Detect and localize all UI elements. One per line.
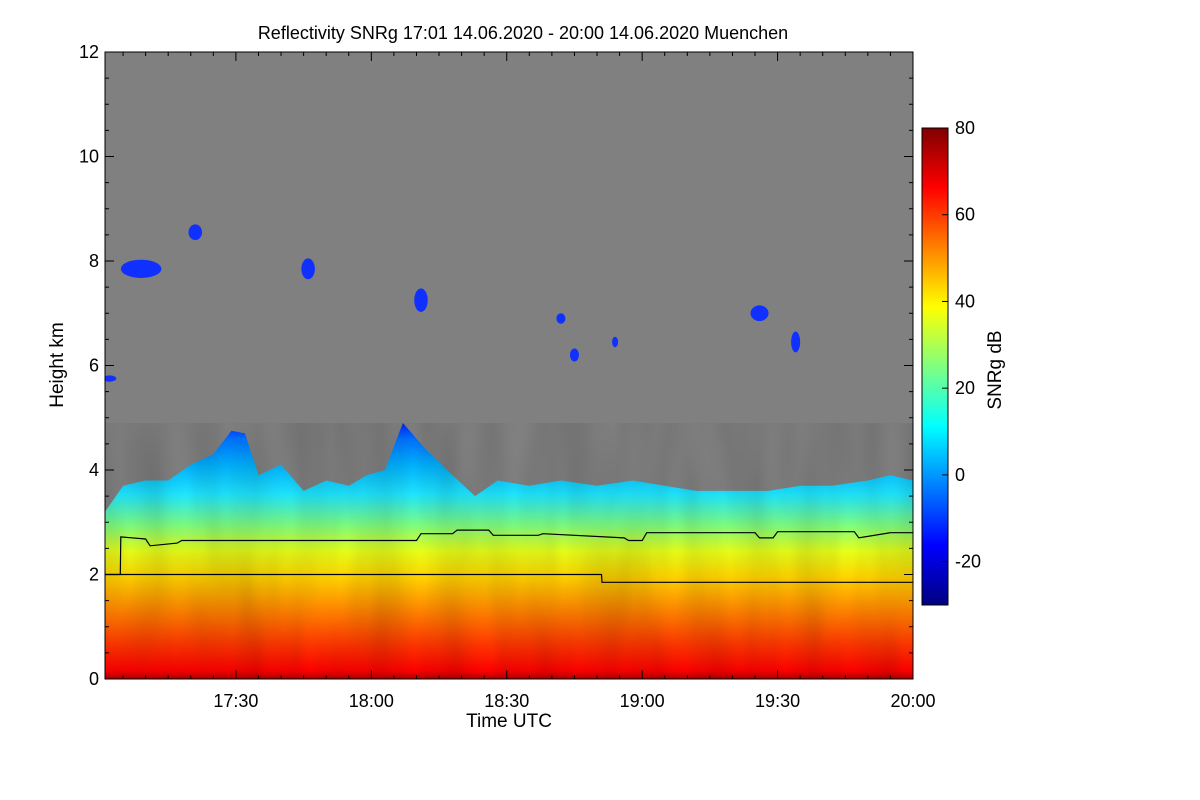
x-axis: 17:30 18:00 18:30 19:00 19:30 20:00: [122, 52, 936, 711]
series-line: [105, 573, 913, 583]
x-tick-label: 18:00: [349, 691, 394, 711]
cloud-patches: [105, 224, 801, 382]
signal-texture: [105, 423, 913, 679]
y-tick-label: 6: [89, 356, 99, 376]
colorbar-tick-label: 20: [955, 378, 975, 398]
cloud-patch: [791, 331, 801, 353]
colorbar-scale: [921, 127, 949, 606]
x-tick-label: 18:30: [484, 691, 529, 711]
colorbar-tick-label: -20: [955, 552, 981, 572]
series-line: [105, 529, 913, 576]
y-axis-title: Height km: [47, 322, 68, 408]
colorbar-tick-label: 40: [955, 291, 975, 311]
y-axis: 0 2 4 6 8 10 12: [79, 42, 913, 689]
colorbar: -20 0 20 40 60 80 SNRg dB: [921, 118, 1006, 606]
colorbar-tick-label: 0: [955, 465, 965, 485]
x-tick-label: 19:00: [620, 691, 665, 711]
chart-title: Reflectivity SNRg 17:01 14.06.2020 - 20:…: [258, 23, 788, 43]
cloud-patch: [120, 259, 162, 278]
x-tick-label: 17:30: [213, 691, 258, 711]
y-tick-label: 8: [89, 251, 99, 271]
cloud-patch: [188, 224, 203, 241]
cloud-patch: [750, 305, 769, 322]
colorbar-ticks: -20 0 20 40 60 80: [942, 118, 981, 572]
x-tick-label: 20:00: [890, 691, 935, 711]
x-tick-label: 19:30: [755, 691, 800, 711]
x-axis-title: Time UTC: [466, 711, 552, 732]
cloud-patch: [105, 375, 117, 382]
cloud-patch: [301, 258, 315, 280]
y-tick-label: 10: [79, 147, 99, 167]
cloud-patch: [556, 313, 566, 324]
cloud-patch: [414, 288, 428, 312]
colorbar-tick-label: 80: [955, 118, 975, 138]
y-tick-label: 4: [89, 460, 99, 480]
cloud-patch: [569, 348, 579, 362]
cloud-patch: [612, 336, 619, 348]
y-tick-label: 0: [89, 669, 99, 689]
y-tick-label: 12: [79, 42, 99, 62]
series-lines: [105, 529, 913, 583]
plot-area: [105, 52, 913, 679]
colorbar-title: SNRg dB: [985, 330, 1006, 409]
y-tick-label: 2: [89, 565, 99, 585]
colorbar-tick-label: 60: [955, 205, 975, 225]
